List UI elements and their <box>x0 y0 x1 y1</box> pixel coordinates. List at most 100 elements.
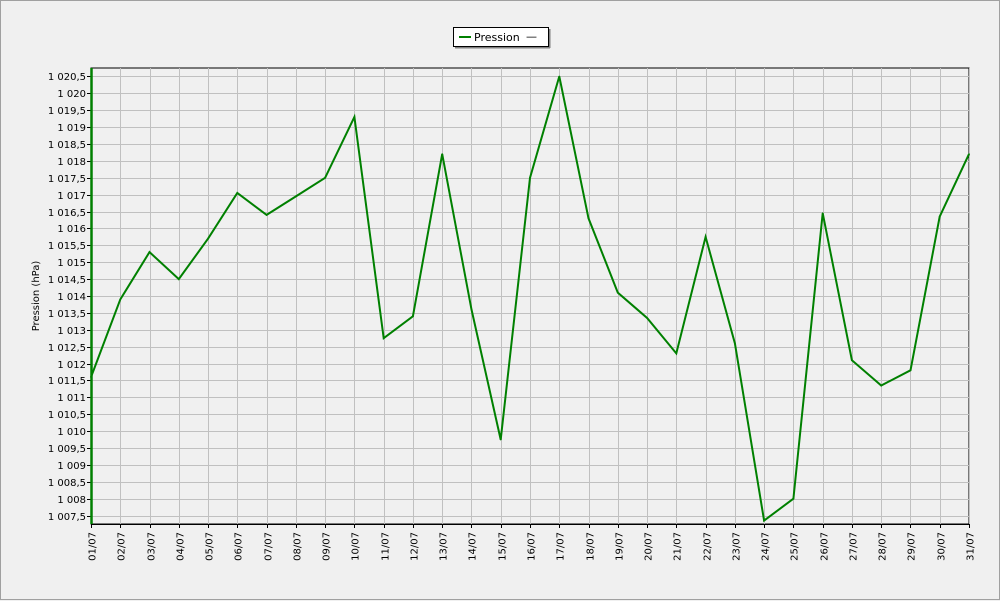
x-tick-label: 27/07 <box>849 532 860 561</box>
x-tick-label: 15/07 <box>498 532 509 561</box>
y-tick-label: 1 015,5 <box>48 241 86 252</box>
x-tick-label: 14/07 <box>468 532 479 561</box>
x-tick-label: 11/07 <box>381 532 392 561</box>
y-tick-label: 1 019,5 <box>48 106 86 117</box>
x-tick-label: 21/07 <box>673 532 684 561</box>
data-point <box>324 177 326 179</box>
x-tick-label: 10/07 <box>351 532 362 561</box>
data-point <box>558 75 561 78</box>
x-tick-label: 02/07 <box>117 532 128 561</box>
legend-box <box>453 27 549 47</box>
y-tick-label: 1 008 <box>57 495 86 506</box>
data-point <box>295 195 297 198</box>
data-point <box>441 153 444 155</box>
x-tick-label: 29/07 <box>907 532 918 561</box>
legend: Pression — <box>453 27 551 49</box>
x-tick-label: 07/07 <box>264 532 275 561</box>
x-tick-label: 19/07 <box>615 532 626 561</box>
data-point <box>529 177 531 179</box>
data-point <box>704 236 707 238</box>
y-tick-label: 1 012 <box>57 360 86 371</box>
y-tick-label: 1 016 <box>57 224 86 235</box>
y-tick-label: 1 008,5 <box>48 478 86 489</box>
data-point <box>207 237 209 240</box>
y-tick-label: 1 015 <box>57 258 86 269</box>
data-point <box>119 298 122 301</box>
x-tick-label: 26/07 <box>820 532 831 561</box>
y-tick-label: 1 013,5 <box>48 309 86 320</box>
data-point <box>938 215 941 218</box>
grid-lines <box>91 68 970 524</box>
y-axis-ticks: 1 007,5 1 008 1 008,5 1 009 1 009,5 1 010 1 01… <box>48 72 91 523</box>
x-tick-label: 22/07 <box>703 532 714 561</box>
data-point <box>178 278 180 280</box>
y-tick-label: 1 020,5 <box>48 72 86 83</box>
data-point <box>617 291 619 294</box>
x-tick-label: 05/07 <box>205 532 216 561</box>
y-tick-label: 1 011,5 <box>48 376 86 387</box>
y-tick-label: 1 012,5 <box>48 343 86 354</box>
data-point <box>763 519 765 522</box>
data-point <box>499 438 502 441</box>
y-tick-label: 1 017 <box>57 191 86 202</box>
data-point <box>382 337 385 340</box>
y-tick-label: 1 016,5 <box>48 208 86 219</box>
data-point <box>412 315 414 318</box>
data-point <box>675 352 678 355</box>
y-tick-label: 1 009,5 <box>48 444 86 455</box>
y-tick-label: 1 018 <box>57 157 86 168</box>
x-tick-label: 16/07 <box>527 532 538 561</box>
x-tick-label: 20/07 <box>644 532 655 561</box>
x-tick-label: 06/07 <box>234 532 245 561</box>
y-tick-label: 1 010,5 <box>48 410 86 421</box>
x-tick-label: 17/07 <box>556 532 567 561</box>
series-layer <box>90 75 970 523</box>
y-tick-label: 1 014,5 <box>48 275 86 286</box>
x-tick-label: 23/07 <box>732 532 743 561</box>
data-point <box>587 217 590 220</box>
data-point <box>90 376 92 378</box>
legend-shadow-right <box>549 29 551 48</box>
y-tick-label: 1 011 <box>57 393 86 404</box>
x-tick-label: 31/07 <box>966 532 977 561</box>
x-tick-label: 04/07 <box>176 532 187 561</box>
y-tick-label: 1 019 <box>57 123 86 134</box>
data-point <box>880 384 882 387</box>
y-tick-label: 1 009 <box>57 461 86 472</box>
legend-label-pression: Pression <box>474 31 520 44</box>
x-tick-label: 08/07 <box>293 532 304 561</box>
data-point <box>148 251 151 253</box>
y-tick-label: 1 010 <box>57 427 86 438</box>
x-tick-label: 25/07 <box>790 532 801 561</box>
legend-trailing-mark: — <box>526 30 537 43</box>
y-tick-label: 1 014 <box>57 292 86 303</box>
x-tick-label: 28/07 <box>878 532 889 561</box>
data-point <box>236 192 239 194</box>
y-axis-title: Pression (hPa) <box>31 261 42 332</box>
x-tick-label: 13/07 <box>439 532 450 561</box>
data-point <box>734 342 736 345</box>
x-tick-label: 12/07 <box>410 532 421 561</box>
data-point <box>851 359 853 362</box>
x-tick-label: 01/07 <box>88 532 99 561</box>
data-point <box>909 369 912 372</box>
data-point <box>792 497 795 500</box>
y-tick-label: 1 007,5 <box>48 512 86 523</box>
x-tick-label: 30/07 <box>937 532 948 561</box>
data-point <box>646 317 648 319</box>
x-tick-label: 09/07 <box>322 532 333 561</box>
data-point <box>821 212 824 214</box>
y-tick-label: 1 018,5 <box>48 140 86 151</box>
data-point <box>353 116 356 118</box>
x-tick-label: 03/07 <box>147 532 158 561</box>
data-point <box>470 308 473 311</box>
y-tick-label: 1 013 <box>57 326 86 337</box>
x-axis-ticks: 01/07 02/07 03/07 04/07 05/07 06/07 07/07 08/07… <box>88 524 977 561</box>
data-point <box>265 214 268 216</box>
y-tick-label: 1 017,5 <box>48 174 86 185</box>
x-tick-label: 24/07 <box>761 532 772 561</box>
x-tick-label: 18/07 <box>586 532 597 561</box>
legend-shadow-bottom <box>455 47 550 49</box>
